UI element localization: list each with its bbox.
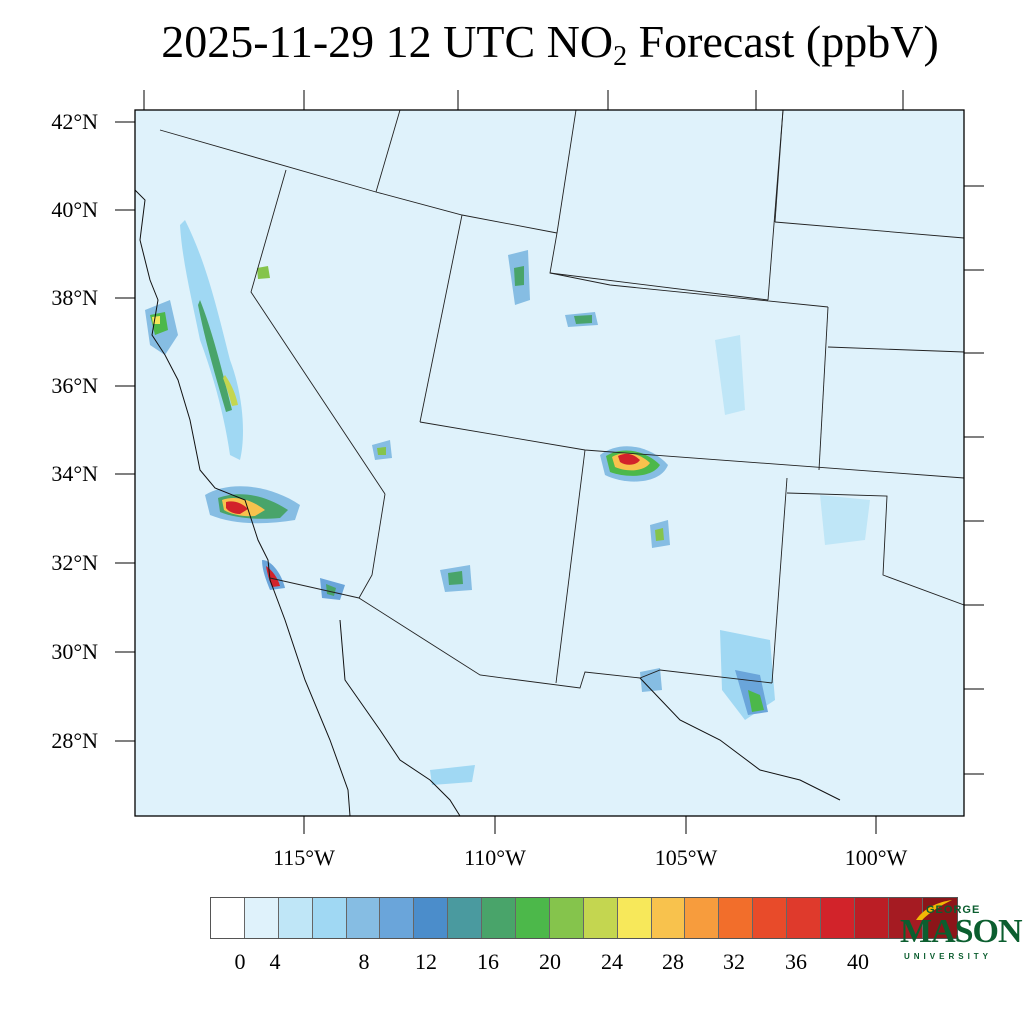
colorbar-cell (346, 898, 381, 938)
logo-mason: MASON (900, 913, 1023, 950)
colorbar-label-24: 24 (601, 949, 623, 974)
concentration-plumes (145, 220, 870, 785)
colorbar-cell (414, 898, 449, 938)
colorbar-cell (854, 898, 889, 938)
lat-label-40: 40°N (51, 197, 98, 222)
colorbar-label-28: 28 (662, 949, 684, 974)
lat-label-28: 28°N (51, 728, 98, 753)
map-frame (134, 109, 965, 817)
colorbar-label-16: 16 (477, 949, 499, 974)
lon-label-110: 110°W (464, 845, 526, 870)
colorbar-cell (244, 898, 279, 938)
colorbar-cell (516, 898, 550, 938)
colorbar-cell (787, 898, 822, 938)
lon-label-115: 115°W (273, 845, 335, 870)
colorbar-cell (380, 898, 415, 938)
plume-reno (257, 266, 270, 279)
plume-nebraska (715, 335, 745, 415)
axis-ticks (115, 90, 984, 834)
colorbar-cell (719, 898, 754, 938)
colorbar-label-40: 40 (847, 949, 869, 974)
lon-label-100: 100°W (844, 845, 908, 870)
george-mason-logo: GEORGE MASON UNIVERSITY (896, 894, 1023, 974)
lon-label-105: 105°W (654, 845, 718, 870)
colorbar-label-0: 0 (234, 949, 246, 974)
coastline (135, 189, 841, 816)
colorbar-label-12: 12 (415, 949, 437, 974)
logo-swoosh-icon (916, 900, 952, 920)
lat-label-32: 32°N (51, 550, 98, 575)
plume-texas-panhandle (820, 495, 870, 545)
colorbar-label-8: 8 (358, 949, 370, 974)
colorbar-cell (685, 898, 720, 938)
colorbar (210, 897, 958, 939)
state-borders (159, 110, 964, 689)
lat-label-34: 34°N (51, 461, 98, 486)
lat-label-36: 36°N (51, 373, 98, 398)
colorbar-cell (549, 898, 584, 938)
colorbar-cell (583, 898, 618, 938)
lat-label-30: 30°N (51, 639, 98, 664)
colorbar-label-32: 32 (723, 949, 745, 974)
lat-label-38: 38°N (51, 285, 98, 310)
logo-george: GEORGE (926, 904, 981, 916)
colorbar-label-20: 20 (539, 949, 561, 974)
logo-university: UNIVERSITY (904, 952, 993, 961)
colorbar-cell (278, 898, 313, 938)
colorbar-cell (651, 898, 686, 938)
colorbar-label-4: 4 (269, 949, 281, 974)
colorbar-cell (312, 898, 347, 938)
colorbar-cell (821, 898, 855, 938)
colorbar-label-36: 36 (785, 949, 807, 974)
colorbar-cell (211, 898, 245, 938)
lat-label-42: 42°N (51, 109, 98, 134)
colorbar-cell (753, 898, 788, 938)
colorbar-cell (617, 898, 652, 938)
chart-title: 2025-11-29 12 UTC NO2 Forecast (ppbV) (161, 16, 939, 72)
colorbar-cell (482, 898, 517, 938)
map-background (135, 110, 964, 816)
plume-el-paso (640, 668, 662, 692)
plume-hermosillo (430, 765, 475, 785)
colorbar-cell (448, 898, 483, 938)
